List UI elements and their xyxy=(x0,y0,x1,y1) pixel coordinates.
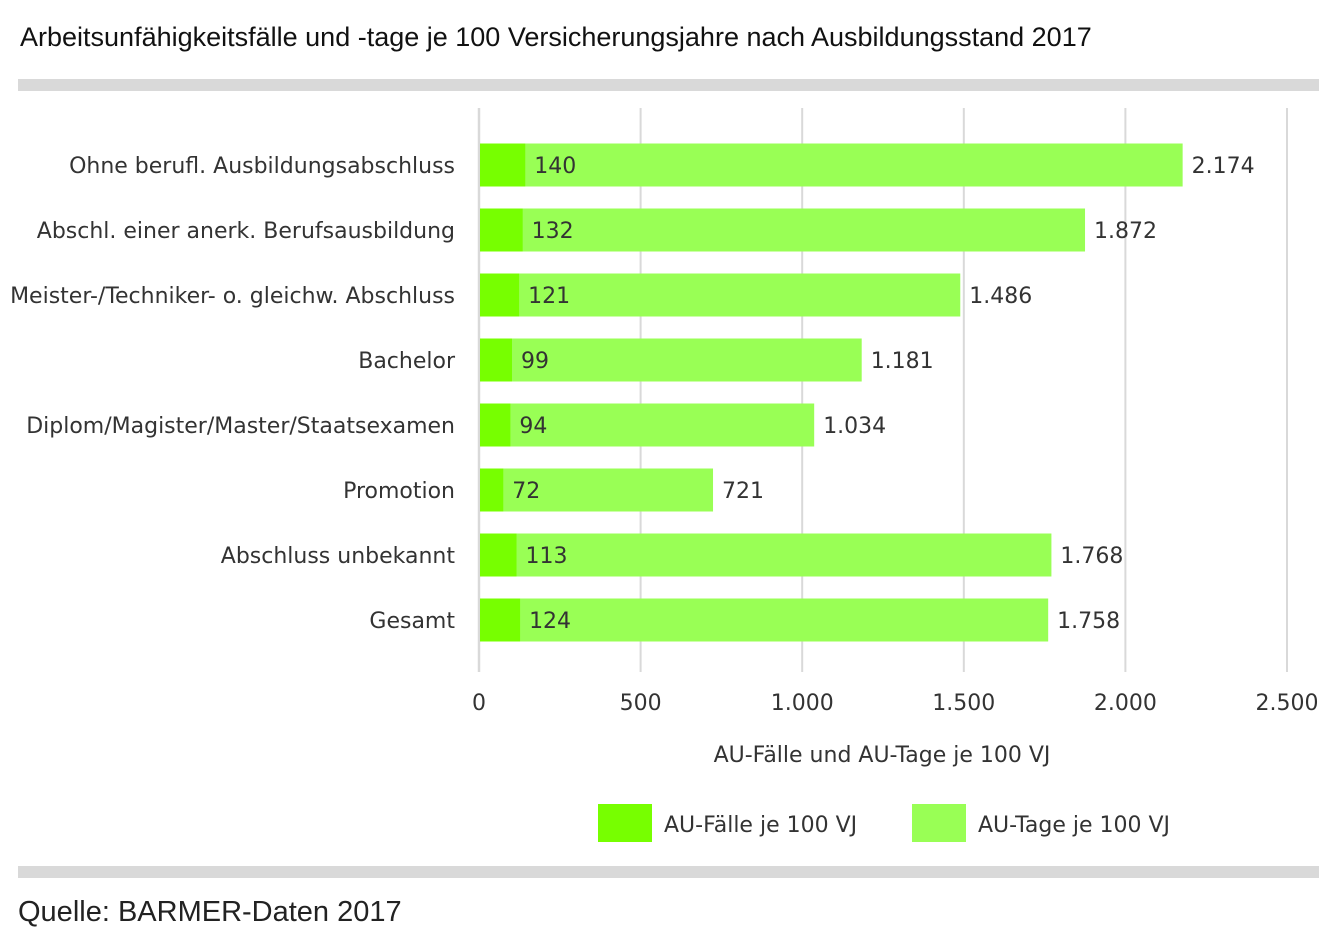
x-tick-label: 0 xyxy=(472,691,486,716)
bar-au-tage xyxy=(480,273,961,317)
bar-au-faelle xyxy=(480,273,520,317)
data-label-au-tage: 1.486 xyxy=(969,284,1032,309)
category-label: Meister-/Techniker- o. gleichw. Abschlus… xyxy=(10,284,455,309)
data-label-au-faelle: 72 xyxy=(512,479,540,504)
data-label-au-tage: 1.768 xyxy=(1060,544,1123,569)
x-tick-label: 2.500 xyxy=(1256,691,1319,716)
data-label-au-faelle: 132 xyxy=(532,219,574,244)
x-tick-label: 500 xyxy=(620,691,662,716)
bar-au-faelle xyxy=(480,598,521,642)
bottom-divider xyxy=(18,866,1319,878)
bar-au-faelle xyxy=(480,533,517,577)
legend-label-au-tage: AU-Tage je 100 VJ xyxy=(978,813,1170,838)
bar-au-faelle xyxy=(480,338,512,382)
bar-au-tage xyxy=(480,143,1183,187)
data-label-au-faelle: 113 xyxy=(526,544,568,569)
data-label-au-tage: 2.174 xyxy=(1192,154,1255,179)
category-label: Bachelor xyxy=(358,349,456,374)
category-label: Diplom/Magister/Master/Staatsexamen xyxy=(26,414,455,439)
data-label-au-faelle: 99 xyxy=(521,349,549,374)
bar-au-faelle xyxy=(480,468,504,512)
data-label-au-tage: 1.872 xyxy=(1094,219,1157,244)
data-label-au-tage: 1.034 xyxy=(823,414,886,439)
category-label: Ohne berufl. Ausbildungsabschluss xyxy=(69,154,455,179)
category-label: Promotion xyxy=(343,479,455,504)
bar-au-tage xyxy=(480,468,714,512)
data-label-au-tage: 1.758 xyxy=(1057,609,1120,634)
data-label-au-faelle: 121 xyxy=(528,284,570,309)
x-tick-label: 2.000 xyxy=(1094,691,1157,716)
data-label-au-faelle: 140 xyxy=(534,154,576,179)
bar-au-faelle xyxy=(480,143,526,187)
x-axis-title: AU-Fälle und AU-Tage je 100 VJ xyxy=(714,743,1051,768)
legend-label-au-faelle: AU-Fälle je 100 VJ xyxy=(664,813,857,838)
legend-swatch-au-faelle xyxy=(598,804,652,842)
data-label-au-tage: 721 xyxy=(722,479,764,504)
bar-au-tage xyxy=(480,598,1049,642)
bar-au-faelle xyxy=(480,208,523,252)
x-tick-label: 1.000 xyxy=(771,691,834,716)
legend-swatch-au-tage xyxy=(912,804,966,842)
category-label: Abschluss unbekannt xyxy=(221,544,456,569)
data-label-au-faelle: 124 xyxy=(529,609,571,634)
x-tick-label: 1.500 xyxy=(932,691,995,716)
data-label-au-faelle: 94 xyxy=(519,414,547,439)
bar-au-tage xyxy=(480,403,815,447)
source-note: Quelle: BARMER-Daten 2017 xyxy=(18,896,402,928)
chart-title: Arbeitsunfähigkeitsfälle und -tage je 10… xyxy=(20,22,1092,52)
bar-au-faelle xyxy=(480,403,511,447)
bar-au-tage xyxy=(480,208,1086,252)
category-label: Gesamt xyxy=(369,609,455,634)
bar-au-tage xyxy=(480,338,862,382)
category-label: Abschl. einer anerk. Berufsausbildung xyxy=(37,219,455,244)
data-label-au-tage: 1.181 xyxy=(871,349,934,374)
bar-au-tage xyxy=(480,533,1052,577)
top-divider xyxy=(18,79,1319,91)
